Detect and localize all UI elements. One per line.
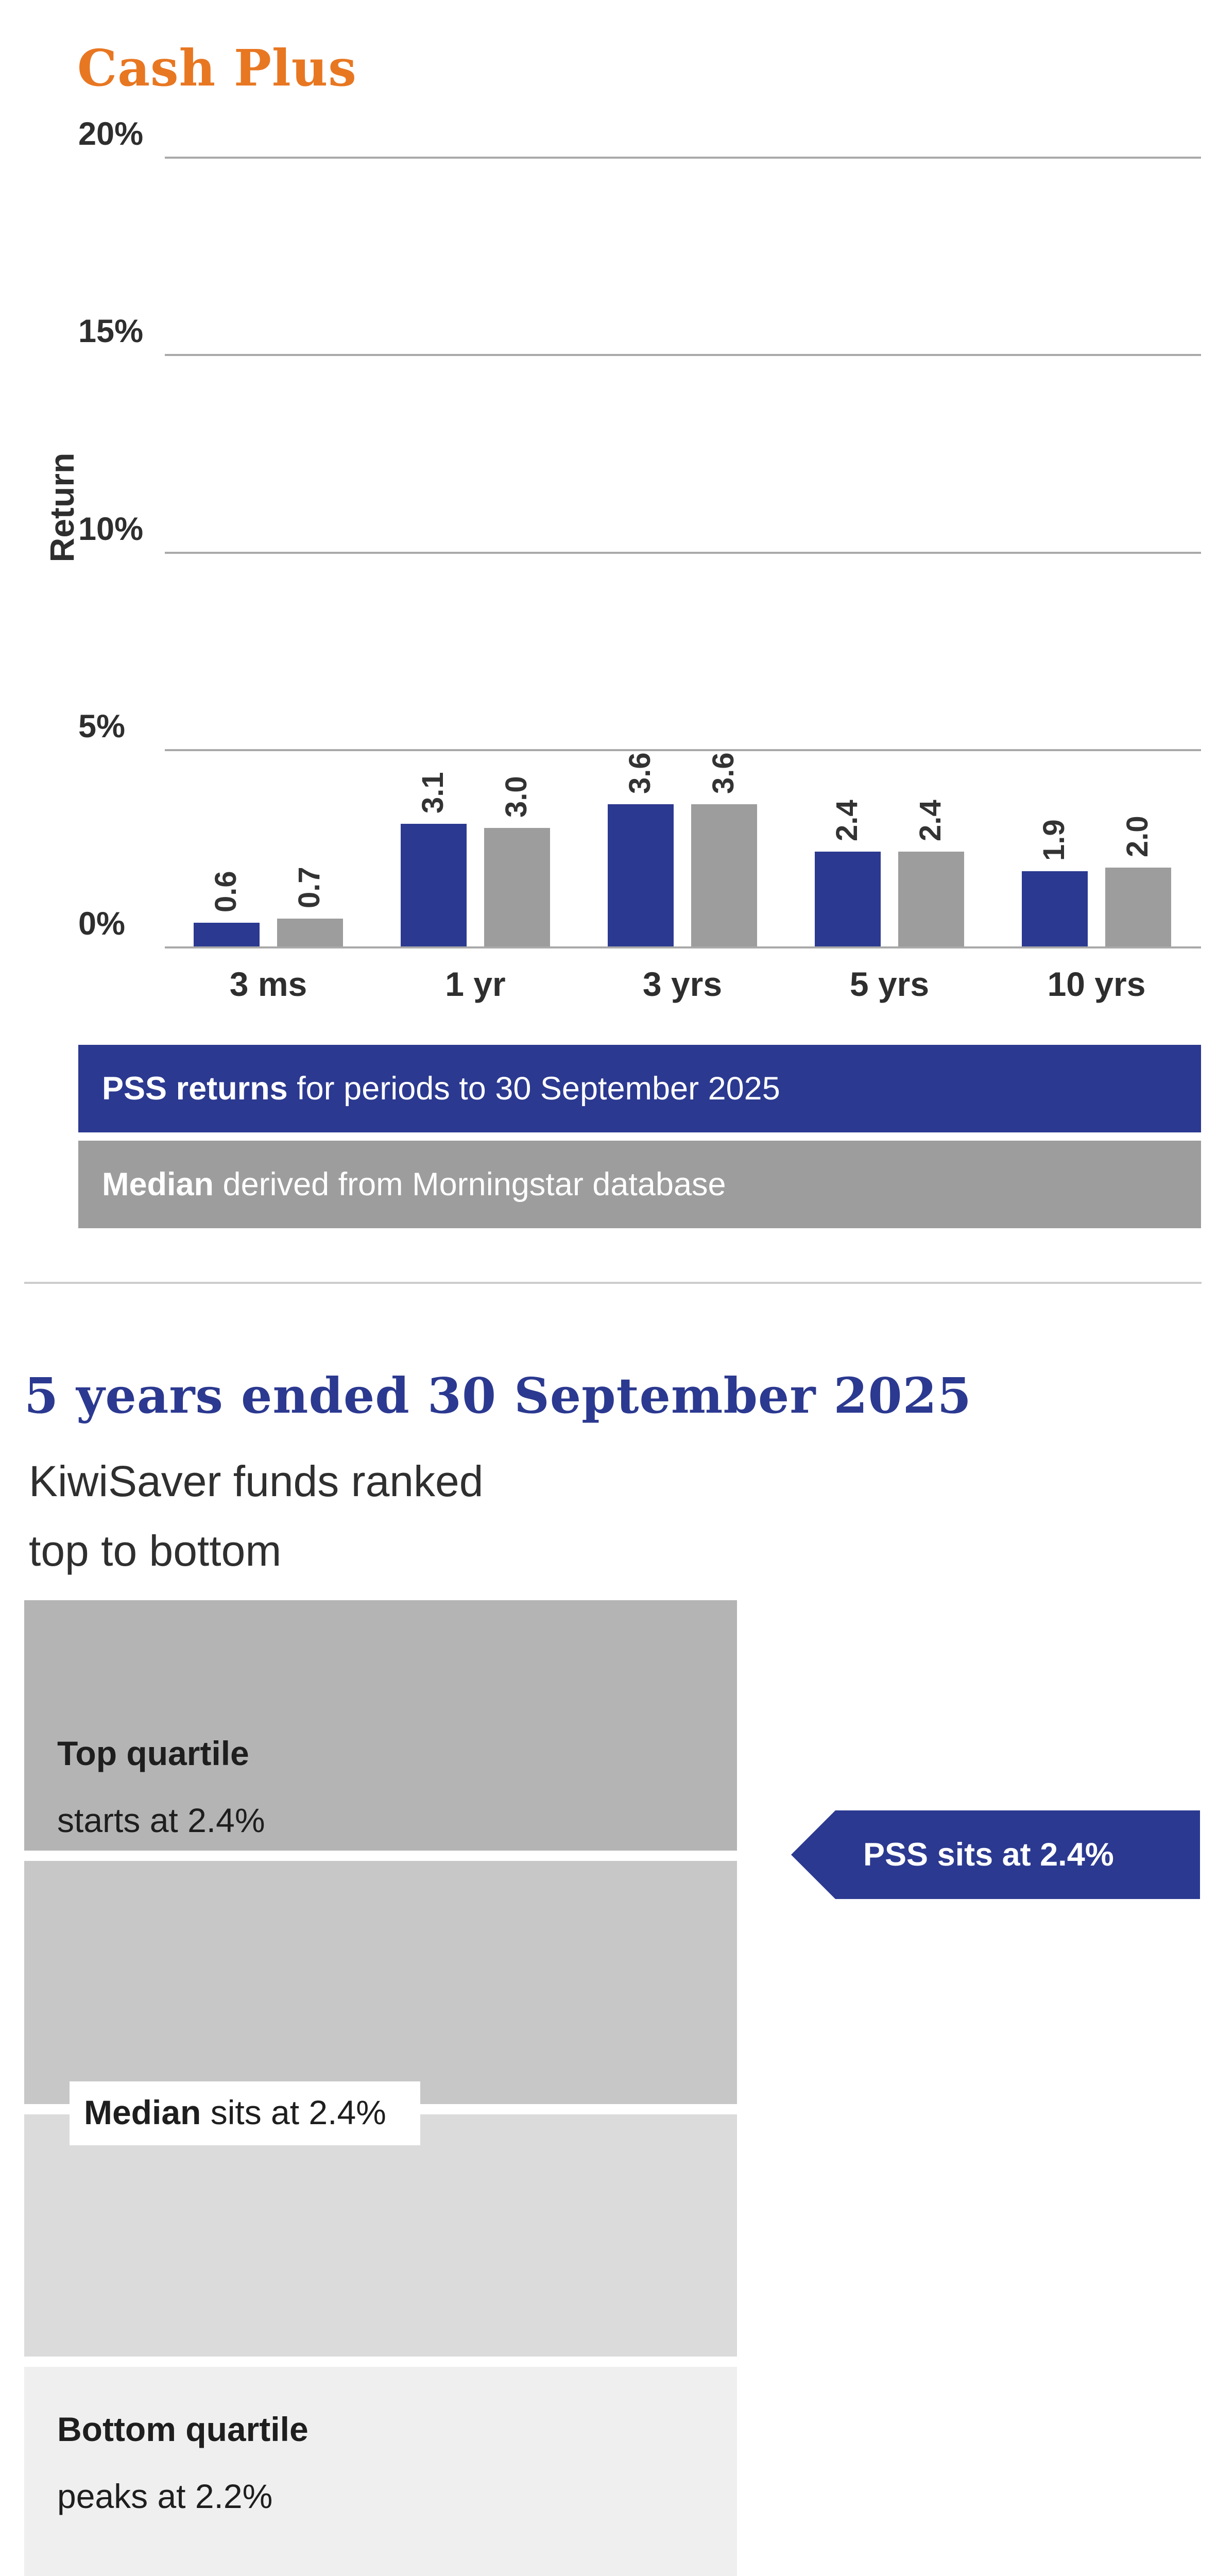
bar-value-label: 1.9 <box>1037 819 1071 861</box>
quartile-band-top <box>24 1600 737 1851</box>
gridline <box>165 552 1201 554</box>
bottom-quartile-title: Bottom quartile <box>57 2410 308 2448</box>
bar-median-5-yrs <box>898 852 964 946</box>
gridline <box>165 946 1201 948</box>
legend-pss-name: PSS returns <box>102 1071 288 1107</box>
top-quartile-title: Top quartile <box>57 1734 249 1772</box>
quartile-band-second <box>24 1861 737 2104</box>
legend-median-name: Median <box>102 1166 214 1202</box>
legend-median: Median derived from Morningstar database <box>78 1141 1201 1228</box>
gridline <box>165 749 1201 751</box>
legend-pss-returns: PSS returns for periods to 30 September … <box>78 1045 1201 1132</box>
bar-median-1-yr <box>484 828 550 946</box>
x-axis-tick-label: 1 yr <box>445 965 506 1003</box>
y-axis-tick-label: 5% <box>78 708 126 744</box>
section-heading: 5 years ended 30 September 2025 <box>24 1367 972 1425</box>
y-axis-tick-label: 0% <box>78 906 126 942</box>
bar-value-label: 2.4 <box>914 800 947 841</box>
bar-value-label: 3.6 <box>623 752 657 794</box>
page-title: Cash Plus <box>77 38 357 97</box>
bar-median-10-yrs <box>1105 868 1171 946</box>
quartile-subheading: KiwiSaver funds ranked top to bottom <box>29 1447 483 1586</box>
bar-pss-returns-1-yr <box>401 824 467 946</box>
x-axis-tick-label: 3 yrs <box>642 965 723 1003</box>
bar-value-label: 0.6 <box>209 871 243 912</box>
bar-value-label: 2.0 <box>1121 816 1154 857</box>
quartile-band-bottom <box>24 2367 737 2576</box>
pss-flag-label: PSS sits at 2.4% <box>863 1837 1114 1873</box>
median-marker-label: Median sits at 2.4% <box>70 2081 420 2145</box>
bar-value-label: 3.1 <box>416 772 450 814</box>
bar-value-label: 0.7 <box>293 867 326 908</box>
y-axis-tick-label: 15% <box>78 313 144 349</box>
returns-bar-chart: Return 20% 15% 10% 5% 0% 0.6 0.7 3 ms 3.1 3.0 1 yr… <box>0 0 1217 1030</box>
bar-median-3-yrs <box>691 804 757 946</box>
top-quartile-label: Top quartile starts at 2.4% <box>57 1720 265 1854</box>
bar-pss-returns-5-yrs <box>815 852 881 946</box>
gridline <box>165 157 1201 159</box>
pss-position-flag: PSS sits at 2.4% <box>791 1810 1200 1899</box>
y-axis-tick-label: 20% <box>78 116 144 152</box>
bar-pss-returns-10-yrs <box>1022 871 1088 946</box>
bar-median-3-ms <box>277 919 343 946</box>
bar-pss-returns-3-ms <box>194 923 260 946</box>
bar-value-label: 2.4 <box>830 800 864 841</box>
x-axis-tick-label: 10 yrs <box>1047 965 1146 1003</box>
bottom-quartile-label: Bottom quartile peaks at 2.2% <box>57 2396 308 2530</box>
bar-pss-returns-3-yrs <box>608 804 674 946</box>
top-quartile-value: starts at 2.4% <box>57 1801 265 1839</box>
legend-median-desc: derived from Morningstar database <box>214 1166 726 1202</box>
x-axis-tick-label: 3 ms <box>229 965 307 1003</box>
quartile-band-third <box>24 2114 737 2357</box>
y-axis-tick-label: 10% <box>78 511 144 547</box>
bottom-quartile-value: peaks at 2.2% <box>57 2477 273 2515</box>
subheading-line-1: KiwiSaver funds ranked <box>29 1457 484 1505</box>
median-marker-name: Median <box>84 2093 201 2131</box>
x-axis-tick-label: 5 yrs <box>849 965 930 1003</box>
y-axis-title: Return <box>43 452 81 563</box>
bar-value-label: 3.0 <box>500 776 533 818</box>
subheading-line-2: top to bottom <box>29 1527 282 1575</box>
gridline <box>165 354 1201 356</box>
legend-pss-desc: for periods to 30 September 2025 <box>287 1071 780 1107</box>
bar-value-label: 3.6 <box>707 752 740 794</box>
median-marker-value: sits at 2.4% <box>201 2093 386 2131</box>
section-divider <box>24 1282 1202 1284</box>
